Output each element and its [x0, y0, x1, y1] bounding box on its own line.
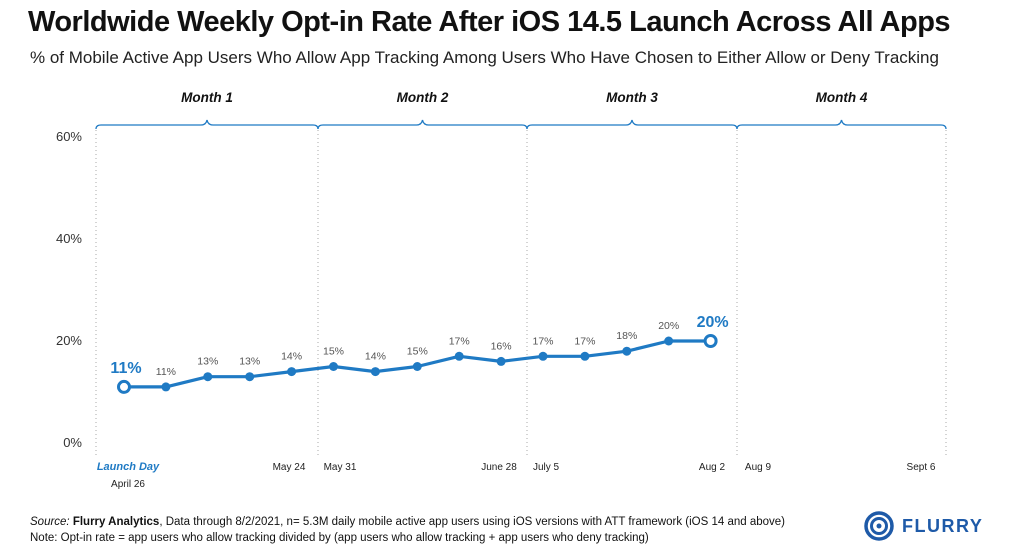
data-point [454, 351, 464, 361]
source-details: , Data through 8/2/2021, n= 5.3M daily m… [159, 516, 786, 528]
data-label: 18% [616, 330, 637, 342]
x-tick-label: May 31 [324, 462, 357, 473]
data-point [287, 367, 297, 377]
y-tick-label: 40% [56, 231, 82, 246]
y-tick-label: 20% [56, 333, 82, 348]
data-point [245, 372, 255, 382]
month-label: Month 3 [606, 90, 658, 105]
source-line: Source: Flurry Analytics, Data through 8… [30, 514, 850, 530]
source-name: Flurry Analytics [72, 516, 160, 528]
x-tick-label: May 24 [273, 462, 306, 473]
data-point [622, 346, 632, 356]
note-line: Note: Opt-in rate = app users who allow … [30, 532, 649, 544]
month-label: Month 2 [397, 90, 449, 105]
data-point-endpoint [703, 334, 718, 348]
data-label: 13% [197, 356, 218, 368]
y-tick-label: 0% [63, 435, 82, 450]
line-chart: Month 1 Month 2 Month 3 Month 4 60% 40% 20% 0% M… [56, 90, 947, 490]
x-tick-label: Aug 9 [745, 462, 772, 473]
month-label: Month 4 [816, 90, 868, 105]
month-label: Month 1 [181, 90, 233, 105]
data-label-highlight: 11% [110, 360, 141, 377]
data-label: 14% [365, 351, 386, 363]
data-label: 17% [532, 335, 553, 347]
data-point [580, 351, 590, 361]
launch-day-label: Launch Day [97, 461, 160, 473]
data-label-highlight: 20% [697, 314, 729, 331]
x-tick-label: July 5 [533, 462, 560, 473]
data-label: 16% [491, 340, 512, 352]
flurry-logo: FLURRY [864, 510, 983, 542]
data-label: 14% [281, 351, 302, 363]
data-point-endpoint [117, 379, 131, 394]
data-point [203, 372, 213, 382]
data-label: 20% [658, 320, 679, 332]
chart-footer: Source: Flurry Analytics, Data through 8… [30, 514, 850, 546]
month-brace [526, 119, 738, 130]
data-point [329, 362, 338, 371]
x-tick-label: June 28 [481, 462, 517, 473]
data-point [161, 382, 171, 392]
source-label: Source: [30, 516, 73, 528]
month-brace [95, 119, 319, 130]
data-label: 13% [239, 356, 260, 368]
x-tick-label: Aug 2 [699, 462, 726, 473]
data-label: 17% [574, 335, 595, 347]
data-label: 15% [323, 346, 344, 358]
y-tick-label: 60% [56, 129, 82, 144]
data-point [538, 351, 548, 361]
flurry-swirl-icon [864, 511, 894, 541]
month-brace [317, 119, 528, 130]
x-tick-label: Sept 6 [907, 462, 936, 473]
data-point [664, 336, 674, 346]
launch-date-label: April 26 [111, 479, 145, 490]
logo-text: FLURRY [902, 515, 984, 536]
chart-subtitle: % of Mobile Active App Users Who Allow A… [30, 48, 939, 67]
data-point [412, 362, 422, 371]
data-label: 17% [449, 335, 470, 347]
chart-title: Worldwide Weekly Opt-in Rate After iOS 1… [28, 6, 951, 38]
data-point [370, 367, 380, 377]
data-label: 11% [156, 366, 176, 378]
data-point [496, 356, 506, 366]
data-label: 15% [407, 346, 428, 358]
month-brace [736, 119, 947, 130]
